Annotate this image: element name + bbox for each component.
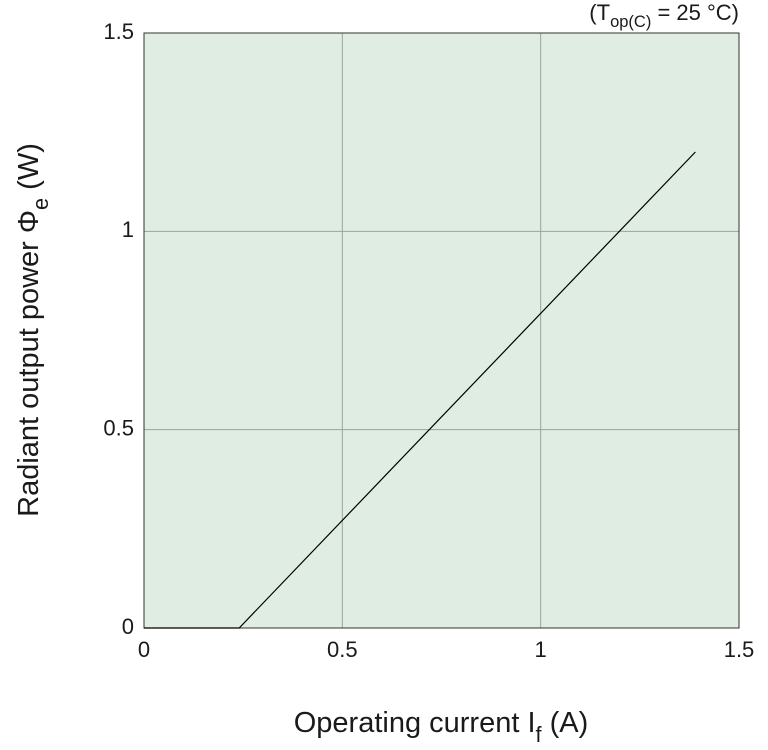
data-line [144,151,696,629]
annotation-part: = 25 °C) [651,0,739,25]
x-tick-label: 1.5 [724,637,755,662]
x-axis-label: Operating current If (A) [294,707,589,748]
annotation: (Top(C) = 25 °C) [589,0,739,31]
plot-background [144,33,739,628]
x-axis-label-part: f [536,722,543,747]
x-axis-label-part: (A) [542,707,589,739]
x-tick-label: 0 [138,637,150,662]
y-axis-label-part: e [28,198,53,210]
y-axis-label: Radiant output power Φe (W) [13,143,54,517]
annotation-part: (T [589,0,610,25]
y-tick-label: 1 [122,217,134,242]
x-tick-label: 0.5 [327,637,358,662]
x-axis-label-part: Operating current I [294,707,536,739]
y-axis-label-part: (W) [13,143,45,198]
y-tick-label: 0.5 [103,415,134,440]
x-tick-label: 1 [535,637,547,662]
y-tick-label: 1.5 [103,19,134,44]
plot-frame [143,32,740,629]
y-tick-label: 0 [122,614,134,639]
annotation-part: op(C) [610,13,651,31]
y-axis-label-part: Radiant output power Φ [13,210,45,517]
